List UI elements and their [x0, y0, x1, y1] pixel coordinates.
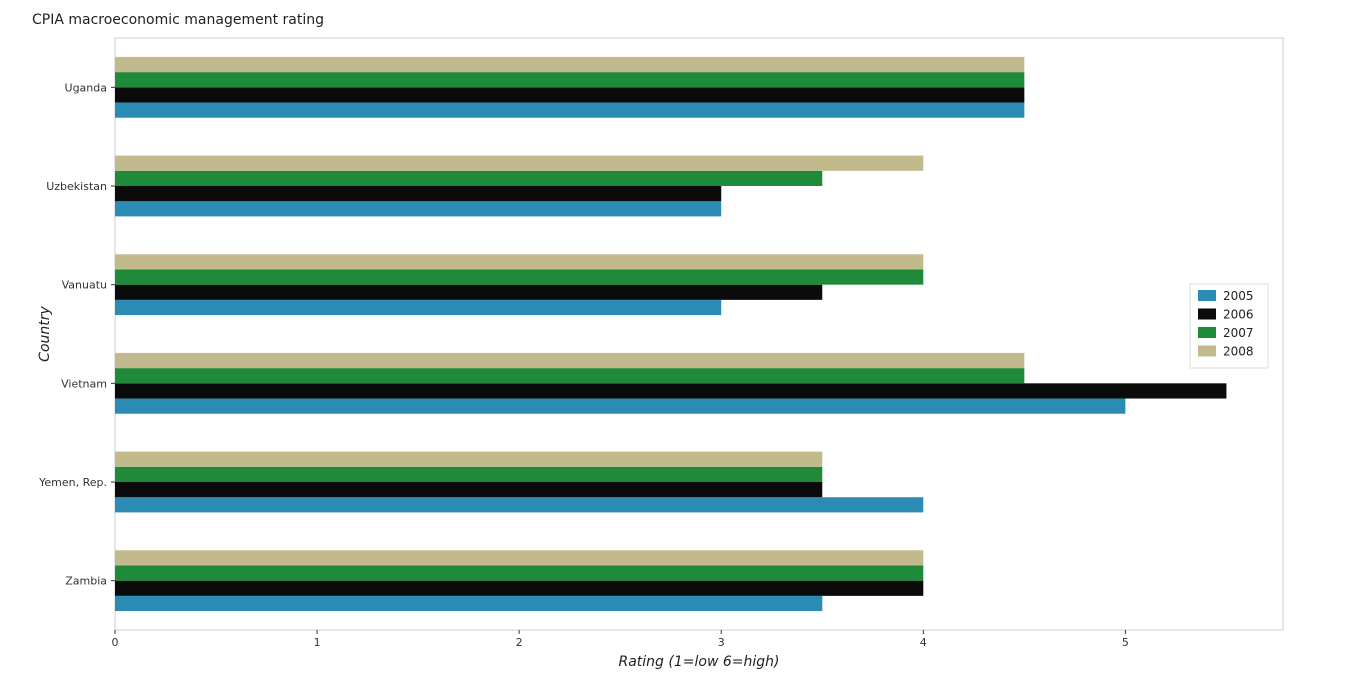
- bar-uzbekistan-2006: [115, 186, 722, 202]
- legend-swatch-2007: [1198, 327, 1216, 338]
- bar-uganda-2005: [115, 102, 1025, 118]
- bar-vietnam-2005: [115, 398, 1126, 414]
- bars-group: [115, 56, 1227, 612]
- plot-frame: [114, 37, 1284, 631]
- y-tick-label: Uganda: [65, 81, 107, 94]
- bar-uganda-2008: [115, 56, 1025, 73]
- bar-uganda-2007: [115, 72, 1025, 88]
- y-tick-label: Yemen, Rep.: [38, 476, 107, 489]
- x-axis-label: Rating (1=low 6=high): [619, 654, 780, 670]
- y-tick-label: Uzbekistan: [46, 180, 107, 193]
- bar-yemen-rep--2006: [115, 482, 823, 498]
- legend-label-2007: 2007: [1223, 326, 1254, 340]
- x-tick-label: 4: [920, 636, 927, 649]
- bar-uzbekistan-2008: [115, 155, 924, 171]
- bar-yemen-rep--2005: [115, 497, 924, 513]
- bar-zambia-2008: [115, 550, 924, 566]
- x-tick-label: 3: [718, 636, 725, 649]
- legend-label-2006: 2006: [1223, 308, 1254, 322]
- bar-yemen-rep--2007: [115, 466, 823, 482]
- bar-zambia-2007: [115, 565, 924, 581]
- x-tick-label: 1: [314, 636, 321, 649]
- bar-vanuatu-2005: [115, 299, 722, 316]
- bar-vanuatu-2008: [115, 254, 924, 270]
- bar-yemen-rep--2008: [115, 451, 823, 467]
- bar-vietnam-2006: [115, 383, 1227, 399]
- bar-zambia-2005: [115, 595, 823, 612]
- legend-label-2008: 2008: [1223, 345, 1254, 359]
- legend-swatch-2005: [1198, 290, 1216, 301]
- x-tick-label: 0: [112, 636, 119, 649]
- bar-uzbekistan-2005: [115, 201, 722, 217]
- legend-swatch-2008: [1198, 345, 1216, 357]
- x-tick-label: 2: [516, 636, 523, 649]
- y-axis-label: Country: [37, 305, 53, 361]
- y-tick-label: Vanuatu: [62, 279, 107, 292]
- legend-label-2005: 2005: [1223, 289, 1254, 303]
- y-tick-labels: Uganda Uzbekistan Vanuatu Vietnam Yemen, Rep…: [38, 81, 115, 588]
- y-tick-label: Zambia: [65, 575, 107, 588]
- bar-vietnam-2007: [115, 368, 1025, 384]
- bar-zambia-2006: [115, 580, 924, 596]
- bar-vanuatu-2006: [115, 284, 823, 300]
- chart-title: CPIA macroeconomic management rating: [32, 12, 324, 28]
- x-tick-labels: 0 1 2 3 4 5: [112, 630, 1129, 649]
- bar-vietnam-2008: [115, 352, 1025, 369]
- bar-uzbekistan-2007: [115, 170, 823, 186]
- bar-uganda-2006: [115, 87, 1025, 103]
- legend-swatch-2006: [1198, 308, 1216, 320]
- legend: 2005 2006 2007 2008: [1189, 283, 1269, 369]
- x-tick-label: 5: [1122, 636, 1129, 649]
- y-tick-label: Vietnam: [61, 377, 107, 390]
- bar-vanuatu-2007: [115, 269, 924, 285]
